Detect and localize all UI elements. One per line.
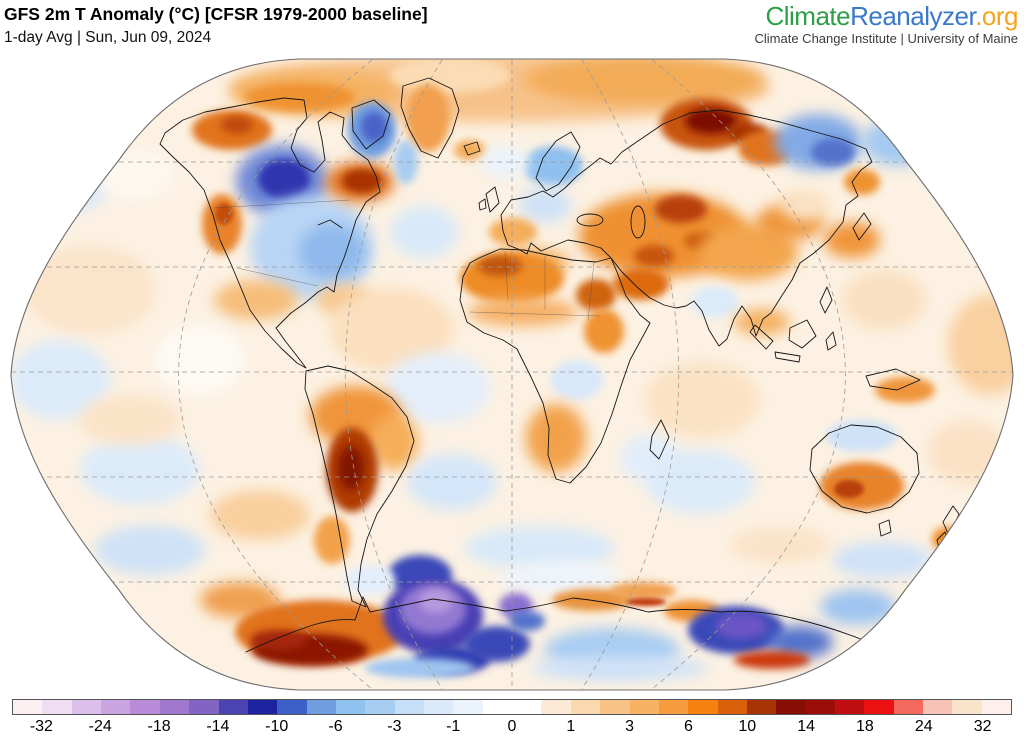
logo-part-org: .org — [975, 1, 1018, 31]
colorbar-tick-label: 6 — [684, 718, 693, 735]
colorbar-segment — [335, 700, 366, 714]
colorbar-tick-label: 14 — [797, 718, 815, 735]
logo-tagline: Climate Change Institute | University of… — [754, 31, 1019, 47]
colorbar-tick-label: -32 — [29, 718, 53, 735]
colorbar-segment — [424, 700, 454, 714]
colorbar-segment — [688, 700, 718, 714]
colorbar-segment — [247, 700, 278, 714]
colorbar-segment — [658, 700, 689, 714]
colorbar-tick-label: 1 — [566, 718, 576, 735]
colorbar-ticks: -32 -24 -18 -14 -10 -6 -3 -1 0 1 3 6 10 14 18 24 32 — [12, 718, 1012, 739]
colorbar-segment — [923, 700, 953, 714]
colorbar-segment — [71, 700, 102, 714]
coastlines — [159, 77, 960, 653]
logo-part-reanalyzer: Reanalyzer — [850, 1, 976, 31]
colorbar-tick-label: -6 — [328, 718, 343, 735]
colorbar-segment — [835, 700, 865, 714]
colorbar-tick-label: -14 — [206, 718, 230, 735]
colorbar-segment — [805, 700, 836, 714]
colorbar-segment — [952, 700, 982, 714]
colorbar-tick-label: -18 — [147, 718, 171, 735]
colorbar-segment — [776, 700, 806, 714]
colorbar-tick-label: -3 — [387, 718, 402, 735]
colorbar-segment — [717, 700, 747, 714]
colorbar-tick-label: 10 — [738, 718, 757, 735]
colorbar-segment — [600, 700, 630, 714]
colorbar-segment — [159, 700, 190, 714]
colorbar-gradient — [12, 699, 1012, 715]
colorbar-segment — [130, 700, 160, 714]
colorbar-segment — [893, 700, 924, 714]
colorbar-segment — [189, 700, 219, 714]
site-logo[interactable]: ClimateReanalyzer.org Climate Change Ins… — [754, 1, 1019, 47]
colorbar-segment — [306, 700, 336, 714]
logo-part-climate: Climate — [765, 1, 851, 31]
colorbar-segment — [864, 700, 894, 714]
map-outline — [10, 58, 1014, 691]
colorbar: -32 -24 -18 -14 -10 -6 -3 -1 0 1 3 6 10 14 18 24 32 — [12, 699, 1012, 739]
colorbar-segment — [629, 700, 659, 714]
country-borders — [212, 199, 601, 321]
colorbar-segment — [541, 700, 571, 714]
page-title: GFS 2m T Anomaly (°C) [CFSR 1979-2000 ba… — [4, 4, 428, 24]
colorbar-segment — [453, 700, 483, 714]
colorbar-segment — [42, 700, 72, 714]
colorbar-tick-label: 32 — [973, 718, 992, 735]
colorbar-segment — [218, 700, 248, 714]
colorbar-tick-label: 0 — [507, 718, 517, 735]
colorbar-tick-label: 3 — [625, 718, 635, 735]
colorbar-tick-label: -24 — [88, 718, 112, 735]
colorbar-segment — [101, 700, 131, 714]
colorbar-tick-label: 24 — [914, 718, 933, 735]
title-block: GFS 2m T Anomaly (°C) [CFSR 1979-2000 ba… — [4, 4, 428, 47]
colorbar-tick-label: 18 — [855, 718, 874, 735]
colorbar-tick-label: -10 — [265, 718, 289, 735]
page-subtitle: 1-day Avg | Sun, Jun 09, 2024 — [4, 28, 212, 46]
colorbar-segment — [482, 700, 542, 714]
colorbar-tick-label: -1 — [446, 718, 461, 735]
colorbar-segment — [981, 700, 1012, 714]
site-logo-wordmark[interactable]: ClimateReanalyzer.org — [755, 1, 1018, 31]
colorbar-segment — [746, 700, 777, 714]
colorbar-segment — [394, 700, 425, 714]
colorbar-segment — [277, 700, 307, 714]
colorbar-segment — [365, 700, 395, 714]
colorbar-segment — [570, 700, 601, 714]
colorbar-segment — [13, 700, 43, 714]
